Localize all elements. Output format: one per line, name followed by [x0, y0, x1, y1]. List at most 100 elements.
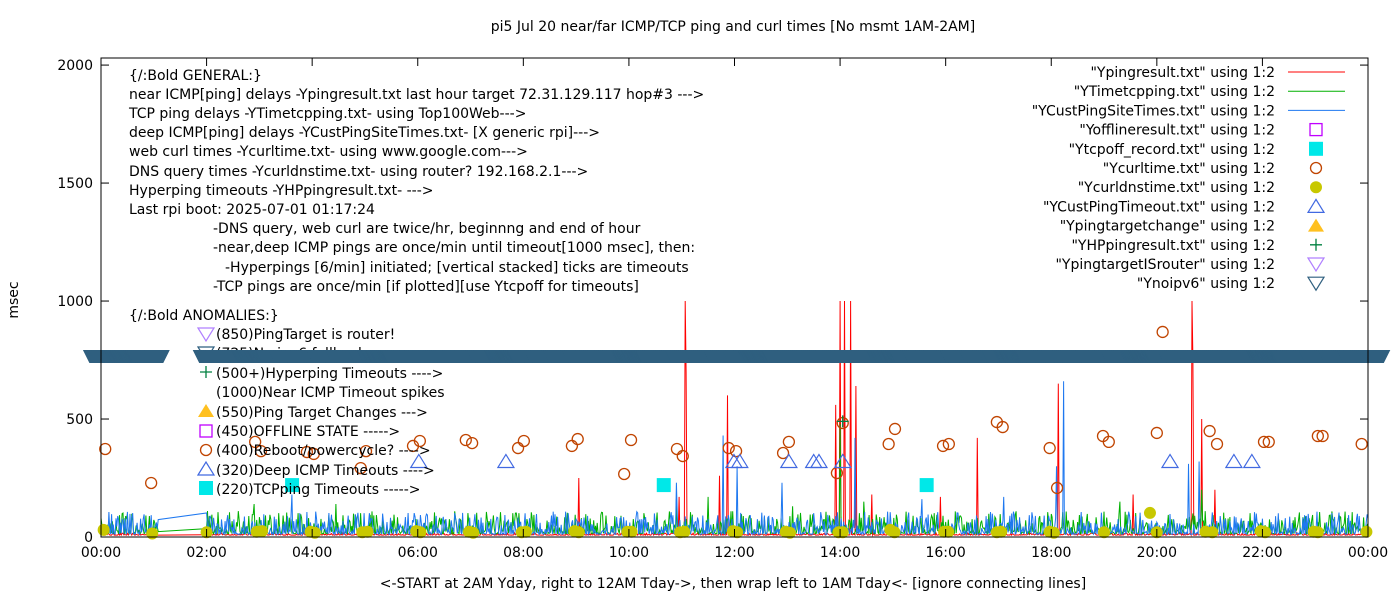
anomaly-text: (500+)Hyperping Timeouts ---->	[216, 366, 443, 382]
data-point-filled-circle	[678, 525, 691, 538]
data-point-open-circle	[618, 467, 631, 481]
annotation-general-0: {/:Bold GENERAL:}	[129, 68, 262, 84]
legend-marker-filled-square	[1309, 141, 1323, 156]
legend: "Ypingresult.txt" using 1:2 "YTimetcpping…	[1032, 65, 1345, 292]
data-point-open-circle	[1102, 435, 1115, 449]
data-point-open-circle	[722, 441, 735, 455]
annotation-general-2: TCP ping delays -YTimetcpping.txt- using…	[128, 106, 526, 122]
annotation-note-0: -DNS query, web curl are twice/hr, begin…	[213, 221, 641, 237]
data-point-filled-circle	[888, 526, 901, 539]
x-tick-label: 04:00	[292, 545, 332, 561]
data-point-filled-square	[285, 478, 300, 493]
y-axis-label: msec	[6, 281, 22, 318]
data-point-open-triangle	[779, 453, 798, 469]
legend-label: "YTimetcpping.txt" using 1:2	[1074, 84, 1275, 100]
data-point-filled-circle	[256, 525, 269, 538]
data-point-open-circle	[307, 447, 320, 461]
anomaly-text: (220)TCPping Timeouts ----->	[216, 482, 421, 498]
data-point-open-circle	[1316, 429, 1329, 443]
y-tick-label: 500	[66, 412, 93, 428]
x-tick-label: 00:00	[81, 545, 121, 561]
y-tick-label: 0	[84, 530, 93, 546]
data-point-filled-circle	[1259, 526, 1272, 539]
x-tick-label: 02:00	[186, 545, 226, 561]
legend-marker-open-square	[1309, 122, 1323, 137]
data-point-filled-square	[656, 478, 671, 493]
data-point-open-triangle	[833, 453, 852, 469]
anomaly-symbol-open-triangle	[196, 460, 216, 476]
data-point-filled-circle	[625, 525, 638, 538]
annotation-block: {/:Bold GENERAL:} near ICMP[ping] delays…	[128, 68, 704, 498]
data-point-open-triangle	[409, 453, 428, 469]
annotation-general-4: web curl times -Ycurltime.txt- using www…	[129, 144, 528, 160]
anomaly-list: (850)PingTarget is router! (725)No ipv6 …	[196, 327, 445, 498]
series-line-2	[100, 381, 1369, 537]
legend-label: "YpingtargetISrouter" using 1:2	[1055, 257, 1275, 273]
y-tick-label: 2000	[57, 58, 93, 74]
data-point-filled-circle	[1206, 526, 1219, 539]
data-point-open-triangle	[1160, 453, 1180, 469]
noipv6-band	[82, 349, 1391, 363]
noipv6-marker	[144, 349, 170, 363]
data-point-open-circle	[1355, 437, 1368, 451]
y-tick-label: 1500	[57, 176, 93, 192]
legend-label: "YCustPingTimeout.txt" using 1:2	[1043, 199, 1275, 215]
anomaly-symbol-filled-square	[199, 481, 213, 495]
x-tick-label: 18:00	[1031, 545, 1071, 561]
legend-marker-filled-triangle	[1308, 218, 1324, 232]
data-point-filled-circle	[572, 526, 585, 539]
data-point-open-circle	[1050, 481, 1064, 495]
x-tick-label: 06:00	[398, 545, 438, 561]
noipv6-marker	[1364, 349, 1391, 363]
data-point-filled-circle	[97, 523, 110, 536]
data-point-open-circle	[354, 461, 367, 475]
anomaly-symbol-plus	[200, 366, 212, 378]
legend-marker-open-triangle	[1306, 198, 1326, 213]
data-point-open-circle	[254, 444, 268, 458]
annotation-general-3: deep ICMP[ping] delays -YCustPingSiteTim…	[129, 125, 600, 141]
x-tick-label: 20:00	[1137, 545, 1177, 561]
data-point-filled-circle	[467, 526, 480, 539]
x-tick-label: 22:00	[1242, 545, 1282, 561]
data-point-filled-square	[919, 478, 934, 493]
anomaly-text: (450)OFFLINE STATE ----->	[216, 424, 400, 440]
data-point-open-circle	[942, 437, 955, 451]
anomaly-text: (550)Ping Target Changes --->	[216, 405, 428, 421]
data-point-open-circle	[565, 439, 579, 453]
data-point-filled-circle	[942, 525, 955, 538]
annotation-note-1: -near,deep ICMP pings are once/min until…	[213, 240, 695, 256]
legend-label: "Ytcpoff_record.txt" using 1:2	[1069, 142, 1275, 158]
annotation-general-5: DNS query times -Ycurldnstime.txt- using…	[129, 164, 588, 180]
data-point-open-triangle	[804, 453, 823, 469]
annotation-note-3: -TCP pings are once/min [if plotted][use…	[213, 279, 639, 295]
annotation-general-7: Last rpi boot: 2025-07-01 01:17:24	[129, 202, 375, 218]
data-point-filled-circle	[1098, 526, 1111, 539]
legend-label: "YHPpingresult.txt" using 1:2	[1071, 238, 1275, 254]
series-line-0	[100, 300, 1368, 538]
data-point-open-circle	[571, 432, 584, 446]
anomaly-symbol-open-circle	[199, 443, 213, 457]
data-point-open-triangle	[809, 453, 829, 469]
data-point-open-circle	[624, 433, 638, 447]
legend-label: "Ycurltime.txt" using 1:2	[1103, 161, 1275, 177]
x-tick-label: 16:00	[925, 545, 965, 561]
data-point-filled-circle	[836, 526, 849, 539]
data-point-filled-circle	[783, 526, 796, 539]
data-point-open-circle	[249, 435, 262, 449]
data-point-open-circle	[1096, 429, 1110, 443]
data-point-open-circle	[465, 436, 479, 450]
legend-label: "Ypingtargetchange" using 1:2	[1060, 219, 1275, 235]
data-point-filled-circle	[995, 525, 1008, 538]
data-point-open-circle	[936, 439, 950, 453]
data-point-open-circle	[145, 476, 158, 490]
data-point-open-triangle	[1242, 453, 1261, 469]
annotation-general-1: near ICMP[ping] delays -Ypingresult.txt …	[129, 87, 704, 103]
data-point-open-circle	[1203, 424, 1216, 438]
x-axis-label: <-START at 2AM Yday, right to 12AM Tday-…	[380, 576, 1086, 592]
anomaly-symbol-open-inv-triangle	[196, 327, 216, 343]
legend-label: "Yofflineresult.txt" using 1:2	[1079, 123, 1275, 139]
data-point-open-circle	[882, 437, 895, 451]
data-point-open-circle	[359, 444, 373, 458]
data-point-open-triangle	[1224, 453, 1243, 469]
